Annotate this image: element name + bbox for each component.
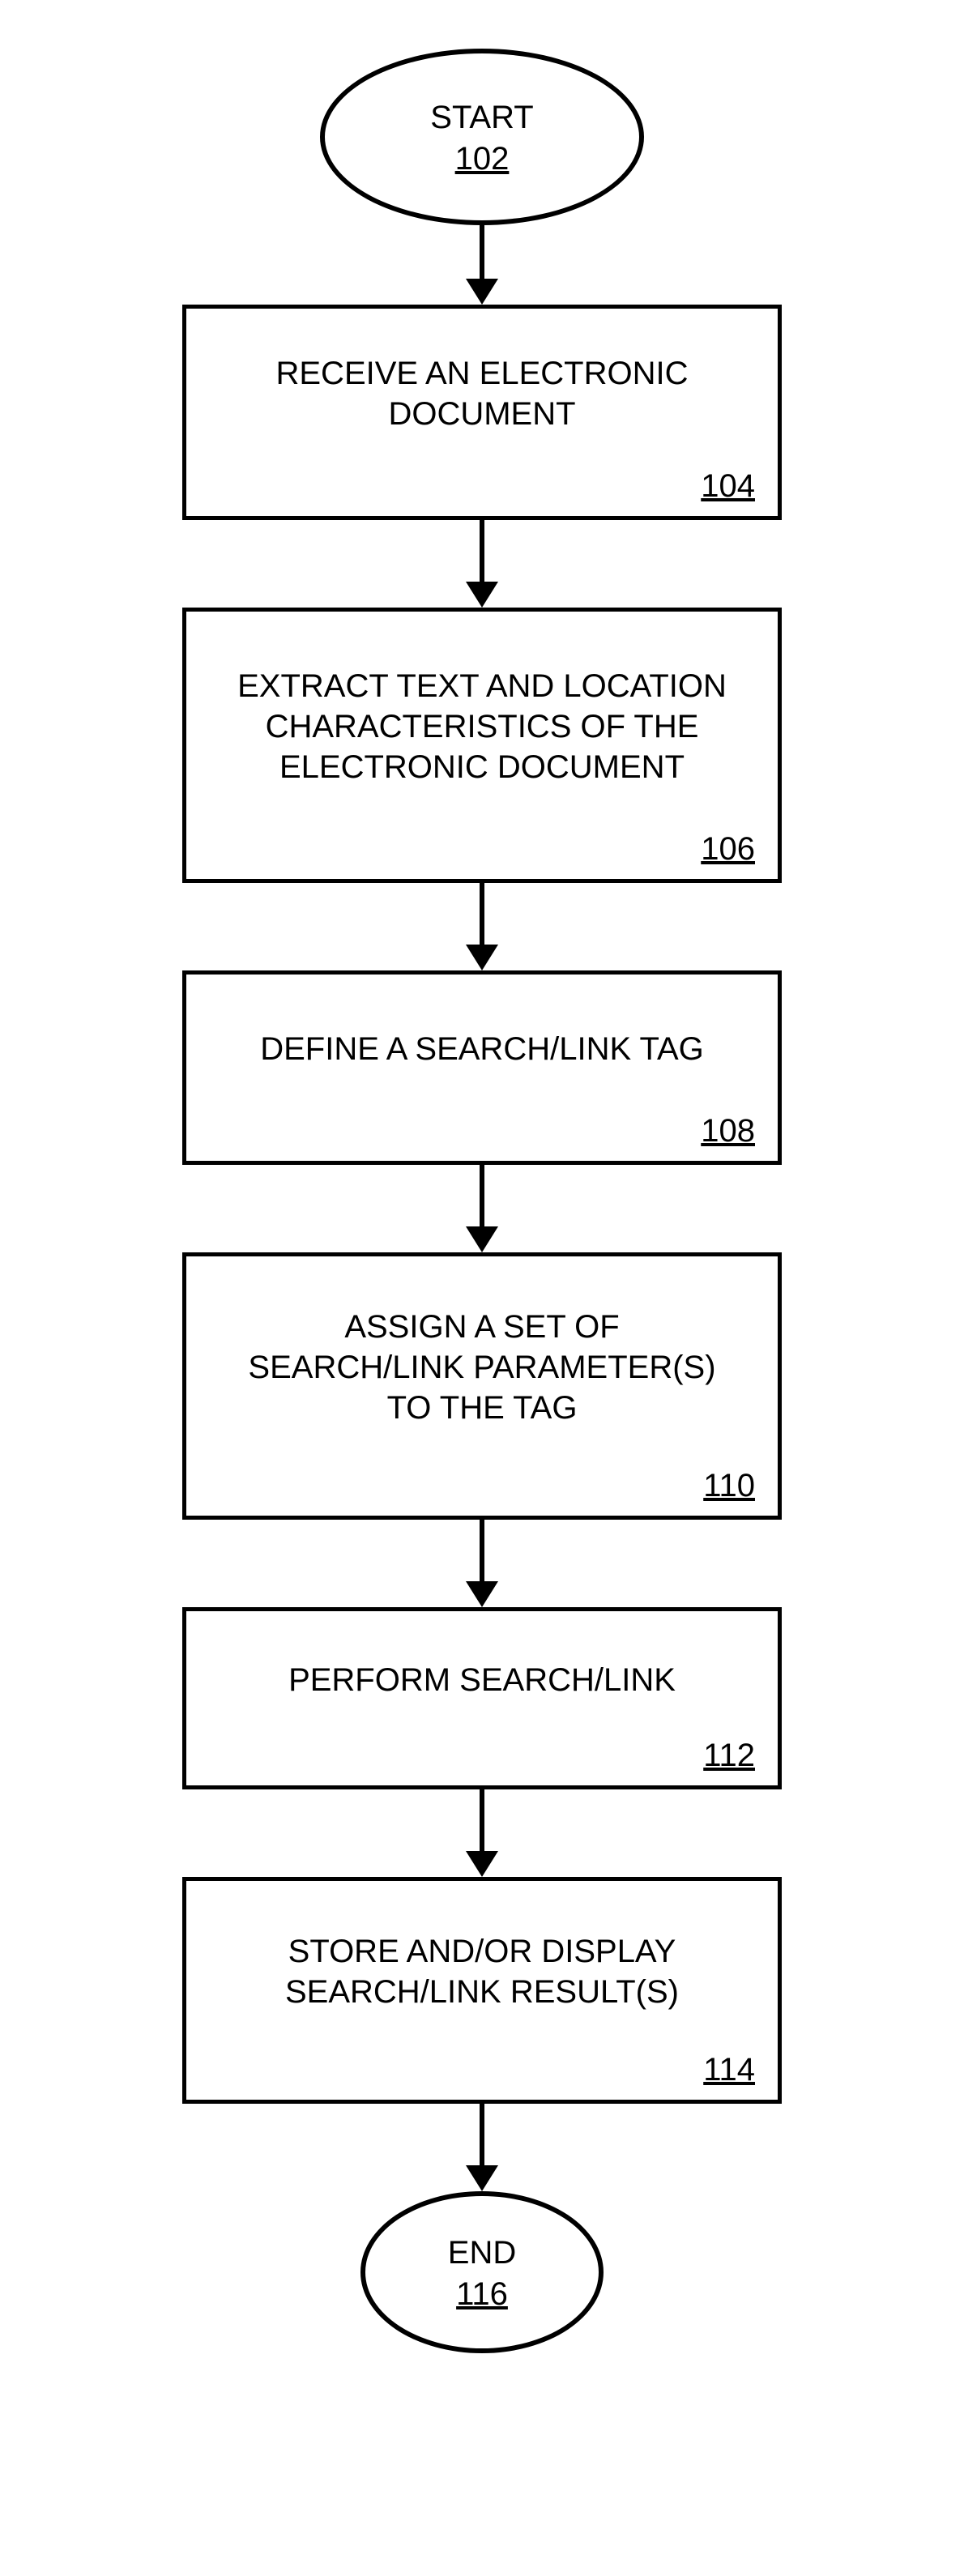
node-116-ref: 116: [456, 2276, 508, 2313]
node-110-label: ASSIGN A SET OF SEARCH/LINK PARAMETER(S)…: [211, 1307, 753, 1428]
node-110: ASSIGN A SET OF SEARCH/LINK PARAMETER(S)…: [182, 1252, 782, 1520]
node-106-label: EXTRACT TEXT AND LOCATION CHARACTERISTIC…: [211, 666, 753, 787]
node-104-ref: 104: [701, 468, 755, 505]
arrow: [466, 1165, 498, 1252]
node-102-ref: 102: [455, 141, 510, 177]
node-106: EXTRACT TEXT AND LOCATION CHARACTERISTIC…: [182, 608, 782, 883]
arrow: [466, 2104, 498, 2191]
node-112-label: PERFORM SEARCH/LINK: [211, 1660, 753, 1700]
arrow: [466, 1520, 498, 1607]
node-116: END116: [360, 2191, 604, 2353]
arrow: [466, 225, 498, 305]
flowchart: START102 RECEIVE AN ELECTRONIC DOCUMENT 10…: [182, 49, 782, 2353]
node-116-label: END: [448, 2233, 516, 2273]
node-108-ref: 108: [701, 1113, 755, 1149]
arrow: [466, 883, 498, 970]
node-114-label: STORE AND/OR DISPLAY SEARCH/LINK RESULT(…: [211, 1931, 753, 2012]
node-102: START102: [320, 49, 644, 225]
node-106-ref: 106: [701, 831, 755, 868]
node-112-ref: 112: [703, 1738, 755, 1774]
arrow: [466, 1789, 498, 1877]
node-108: DEFINE A SEARCH/LINK TAG 108: [182, 970, 782, 1165]
node-102-label: START: [430, 97, 533, 138]
node-104: RECEIVE AN ELECTRONIC DOCUMENT 104: [182, 305, 782, 520]
node-112: PERFORM SEARCH/LINK 112: [182, 1607, 782, 1789]
node-108-label: DEFINE A SEARCH/LINK TAG: [211, 1029, 753, 1069]
node-114: STORE AND/OR DISPLAY SEARCH/LINK RESULT(…: [182, 1877, 782, 2104]
node-114-ref: 114: [703, 2052, 755, 2088]
arrow: [466, 520, 498, 608]
node-104-label: RECEIVE AN ELECTRONIC DOCUMENT: [211, 353, 753, 434]
node-110-ref: 110: [703, 1468, 755, 1504]
